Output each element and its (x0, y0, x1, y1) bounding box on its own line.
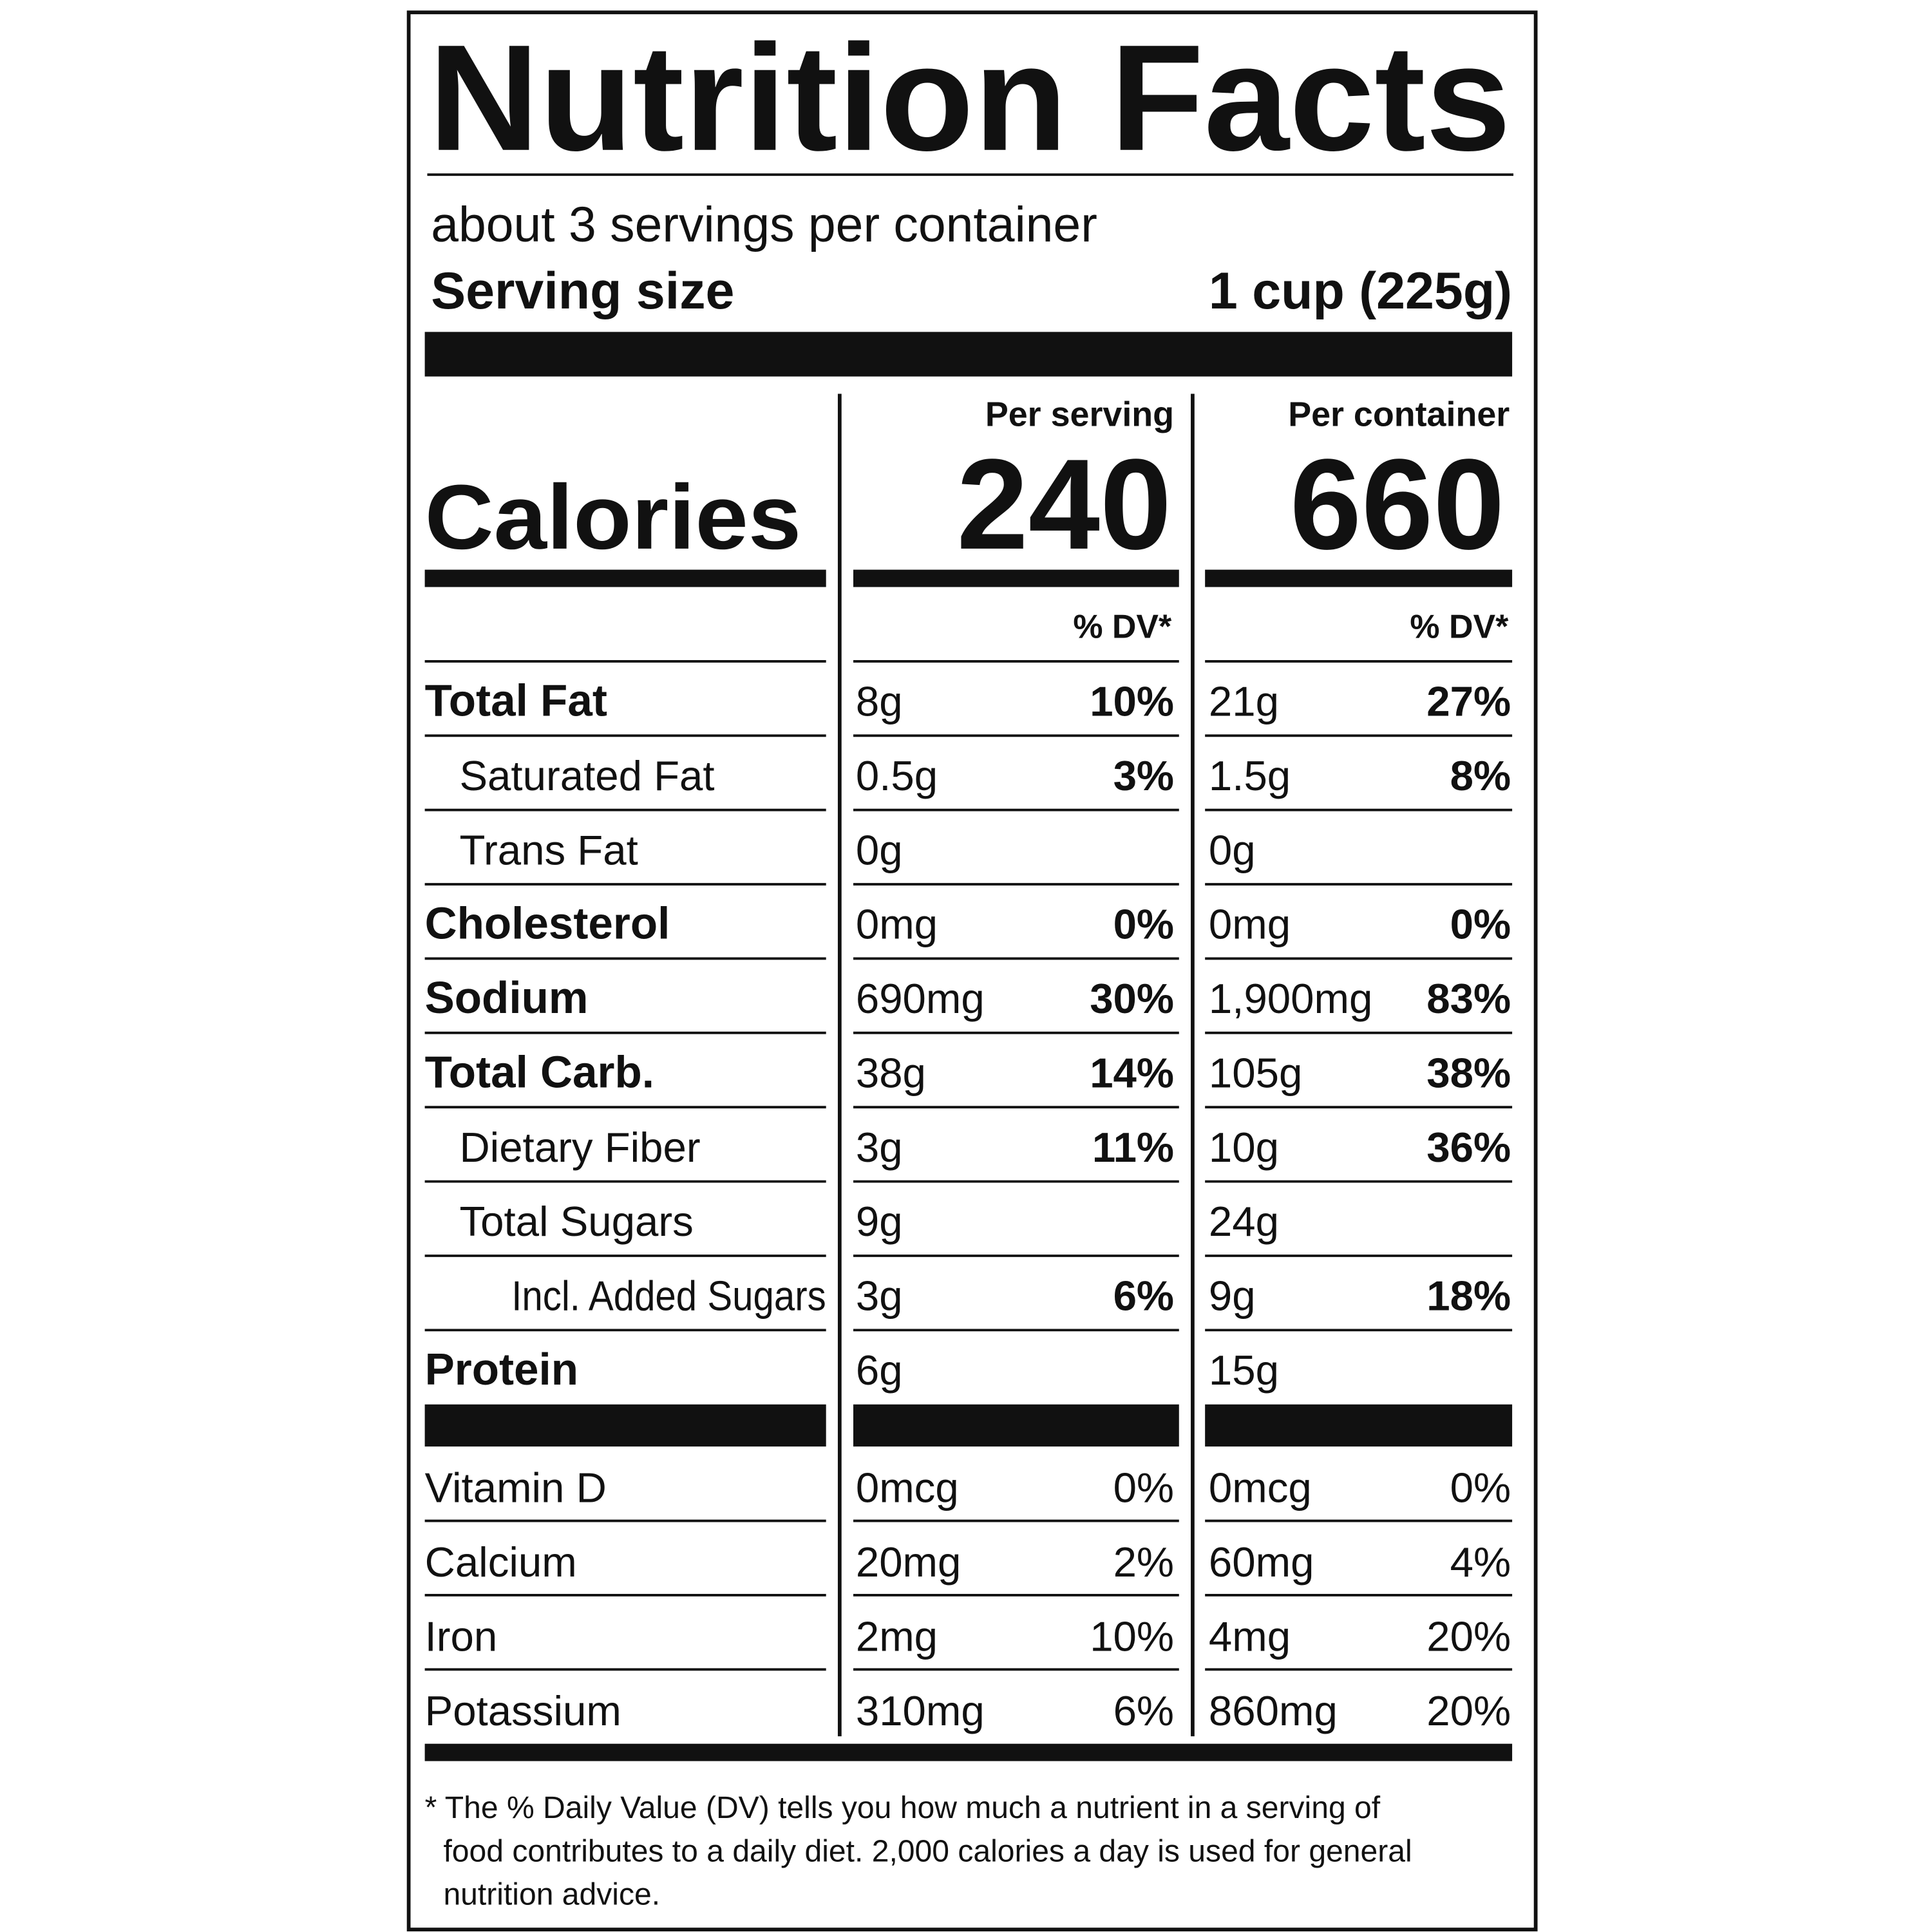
amount: 3g (856, 1273, 903, 1320)
amount: 2mg (856, 1613, 938, 1660)
daily-value: 20% (1426, 1613, 1511, 1660)
nutrient-name: Iron (425, 1613, 498, 1660)
nutrient-name: Total Carb. (425, 1046, 654, 1097)
daily-value: 38% (1426, 1049, 1511, 1096)
calories-bar (424, 569, 826, 587)
amount: 0g (1209, 826, 1256, 873)
amount: 105g (1209, 1049, 1302, 1096)
daily-value: 18% (1426, 1273, 1511, 1320)
amount: 690mg (856, 975, 985, 1022)
daily-value: 3% (1113, 752, 1175, 799)
amount: 9g (1209, 1273, 1256, 1320)
amount: 8g (856, 678, 903, 725)
thick-bar (424, 332, 1513, 377)
daily-value: 0% (1113, 901, 1175, 948)
amount: 60mg (1209, 1539, 1314, 1586)
amount: 0.5g (856, 752, 938, 799)
daily-value: 8% (1450, 752, 1511, 799)
amount: 0mcg (1209, 1464, 1312, 1511)
bottom-bar (424, 1743, 1513, 1761)
title: Nutrition Facts (428, 14, 1511, 182)
nutrient-name: Trans Fat (459, 826, 638, 873)
calories-bar (1205, 569, 1513, 587)
amount: 21g (1209, 678, 1279, 725)
servings-per-container: about 3 servings per container (431, 197, 1097, 252)
amount: 6g (856, 1347, 903, 1394)
footnote: food contributes to a daily diet. 2,000 … (443, 1833, 1412, 1868)
nutrient-name: Calcium (425, 1539, 577, 1586)
nutrient-name: Vitamin D (425, 1464, 607, 1511)
thick-bar (1205, 1404, 1513, 1447)
amount: 24g (1209, 1198, 1279, 1245)
daily-value: 20% (1426, 1687, 1511, 1734)
amount: 38g (856, 1049, 926, 1096)
nutrient-name: Dietary Fiber (459, 1124, 700, 1171)
nutrient-name: Saturated Fat (459, 752, 714, 799)
serving-size-value: 1 cup (225g) (1209, 262, 1512, 320)
nutrient-name: Cholesterol (425, 898, 670, 949)
dv-header: % DV* (1410, 608, 1509, 645)
calories-value: 660 (1290, 433, 1505, 576)
daily-value: 11% (1092, 1124, 1174, 1171)
amount: 10g (1209, 1124, 1279, 1171)
daily-value: 2% (1113, 1539, 1175, 1586)
column-header: Per serving (985, 395, 1174, 434)
amount: 9g (856, 1198, 903, 1245)
daily-value: 83% (1426, 975, 1511, 1022)
footnote: * The % Daily Value (DV) tells you how m… (425, 1790, 1381, 1825)
daily-value: 0% (1113, 1464, 1175, 1511)
daily-value: 0% (1450, 901, 1511, 948)
daily-value: 6% (1113, 1687, 1175, 1734)
amount: 0g (856, 826, 903, 873)
calories-label: Calories (425, 466, 802, 569)
nutrient-name: Total Sugars (459, 1198, 693, 1245)
column-header: Per container (1288, 395, 1510, 434)
amount: 860mg (1209, 1687, 1338, 1734)
amount: 4mg (1209, 1613, 1291, 1660)
calories-bar (853, 569, 1179, 587)
daily-value: 4% (1450, 1539, 1511, 1586)
daily-value: 10% (1090, 678, 1174, 725)
amount: 20mg (856, 1539, 961, 1586)
daily-value: 30% (1090, 975, 1174, 1022)
daily-value: 10% (1090, 1613, 1174, 1660)
amount: 0mg (856, 901, 938, 948)
thick-bar (853, 1404, 1179, 1447)
daily-value: 14% (1090, 1049, 1174, 1096)
daily-value: 27% (1426, 678, 1511, 725)
amount: 0mg (1209, 901, 1291, 948)
amount: 0mcg (856, 1464, 959, 1511)
amount: 1.5g (1209, 752, 1291, 799)
footnote: nutrition advice. (443, 1877, 660, 1912)
nutrient-name: Sodium (425, 972, 589, 1023)
thick-bar (424, 1404, 826, 1447)
daily-value: 6% (1113, 1273, 1175, 1320)
nutrient-name: Total Fat (425, 676, 607, 726)
amount: 3g (856, 1124, 903, 1171)
amount: 310mg (856, 1687, 985, 1734)
nutrient-name: Protein (425, 1344, 578, 1394)
nutrient-name: Potassium (425, 1687, 621, 1734)
daily-value: 0% (1450, 1464, 1511, 1511)
dv-header: % DV* (1073, 608, 1172, 645)
daily-value: 36% (1426, 1124, 1511, 1171)
serving-size-label: Serving size (431, 262, 734, 320)
amount: 15g (1209, 1347, 1279, 1394)
calories-value: 240 (957, 433, 1172, 576)
amount: 1,900mg (1209, 975, 1372, 1022)
nutrient-name: Incl. Added Sugars (511, 1273, 826, 1320)
